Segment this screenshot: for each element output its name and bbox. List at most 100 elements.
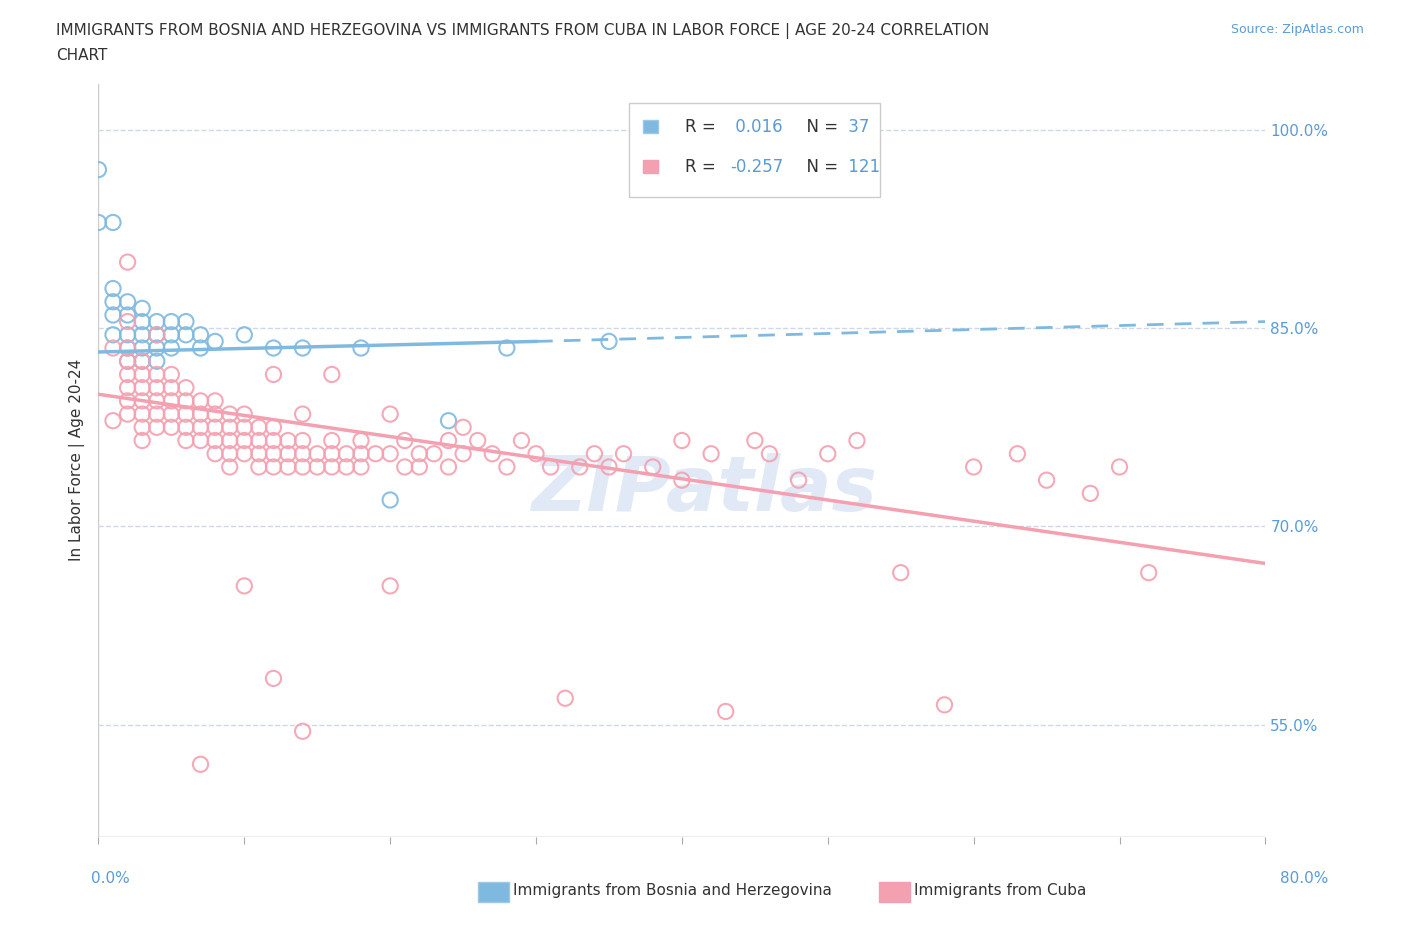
Point xyxy=(160,406,183,421)
Point xyxy=(380,493,402,508)
Point xyxy=(583,446,606,461)
Point xyxy=(131,419,153,434)
Point xyxy=(496,340,519,355)
Point xyxy=(962,459,984,474)
Point xyxy=(671,433,693,448)
Point xyxy=(714,704,737,719)
Point xyxy=(598,459,620,474)
Point xyxy=(204,446,226,461)
Point xyxy=(117,294,139,309)
Point xyxy=(277,446,299,461)
Point xyxy=(307,459,329,474)
Point xyxy=(350,433,373,448)
Point xyxy=(247,459,270,474)
Text: Immigrants from Cuba: Immigrants from Cuba xyxy=(914,884,1087,898)
Point xyxy=(641,459,664,474)
Point xyxy=(817,446,839,461)
Point xyxy=(146,314,169,329)
Text: 0.0%: 0.0% xyxy=(91,871,131,886)
Point xyxy=(394,433,416,448)
Point xyxy=(117,327,139,342)
Point xyxy=(101,308,124,323)
Point xyxy=(540,459,562,474)
Point xyxy=(335,459,357,474)
Point xyxy=(160,380,183,395)
Point xyxy=(291,433,314,448)
Point xyxy=(117,353,139,368)
Text: -0.257: -0.257 xyxy=(730,157,783,176)
Point xyxy=(612,446,634,461)
Point xyxy=(204,334,226,349)
Point xyxy=(262,419,284,434)
Point xyxy=(117,340,139,355)
Point xyxy=(117,308,139,323)
Point xyxy=(146,353,169,368)
Point xyxy=(131,380,153,395)
Text: CHART: CHART xyxy=(56,48,108,63)
Point xyxy=(510,433,533,448)
Point xyxy=(160,327,183,342)
Point xyxy=(146,380,169,395)
Point xyxy=(554,691,576,706)
Text: Source: ZipAtlas.com: Source: ZipAtlas.com xyxy=(1230,23,1364,36)
Point xyxy=(174,393,197,408)
Text: IMMIGRANTS FROM BOSNIA AND HERZEGOVINA VS IMMIGRANTS FROM CUBA IN LABOR FORCE | : IMMIGRANTS FROM BOSNIA AND HERZEGOVINA V… xyxy=(56,23,990,39)
Point xyxy=(218,419,240,434)
Point xyxy=(190,433,212,448)
Point xyxy=(247,419,270,434)
Point xyxy=(262,671,284,685)
Point xyxy=(335,446,357,461)
Point xyxy=(321,446,343,461)
Point xyxy=(117,255,139,270)
Point xyxy=(218,406,240,421)
Point xyxy=(204,393,226,408)
Point xyxy=(204,419,226,434)
Point xyxy=(481,446,503,461)
Point xyxy=(1108,459,1130,474)
Text: 0.016: 0.016 xyxy=(730,117,782,136)
Point xyxy=(291,340,314,355)
Point xyxy=(307,446,329,461)
Point xyxy=(174,406,197,421)
Point xyxy=(291,446,314,461)
Point xyxy=(146,406,169,421)
Point xyxy=(101,281,124,296)
Point xyxy=(146,367,169,382)
Point xyxy=(423,446,446,461)
Point xyxy=(350,340,373,355)
Text: R =: R = xyxy=(685,117,721,136)
Point xyxy=(204,433,226,448)
Point xyxy=(233,433,256,448)
Point xyxy=(380,406,402,421)
Text: 37: 37 xyxy=(844,117,869,136)
Point xyxy=(117,353,139,368)
Point xyxy=(131,406,153,421)
Point xyxy=(160,367,183,382)
Point xyxy=(408,446,430,461)
Point xyxy=(934,698,956,712)
Point xyxy=(233,446,256,461)
Point xyxy=(598,334,620,349)
Point xyxy=(744,433,766,448)
Point xyxy=(291,724,314,738)
FancyBboxPatch shape xyxy=(644,160,658,173)
Point xyxy=(190,327,212,342)
Point xyxy=(101,340,124,355)
Point xyxy=(437,433,460,448)
Text: 121: 121 xyxy=(844,157,880,176)
Point xyxy=(101,215,124,230)
Point xyxy=(700,446,723,461)
Point xyxy=(146,327,169,342)
Y-axis label: In Labor Force | Age 20-24: In Labor Force | Age 20-24 xyxy=(69,359,84,562)
Point xyxy=(131,393,153,408)
Point xyxy=(291,459,314,474)
Point xyxy=(160,393,183,408)
Point xyxy=(890,565,912,580)
Point xyxy=(233,406,256,421)
Point xyxy=(146,419,169,434)
Point xyxy=(101,413,124,428)
Point xyxy=(146,393,169,408)
Text: ZIPatlas: ZIPatlas xyxy=(533,454,879,527)
Text: N =: N = xyxy=(796,157,844,176)
Point xyxy=(117,314,139,329)
